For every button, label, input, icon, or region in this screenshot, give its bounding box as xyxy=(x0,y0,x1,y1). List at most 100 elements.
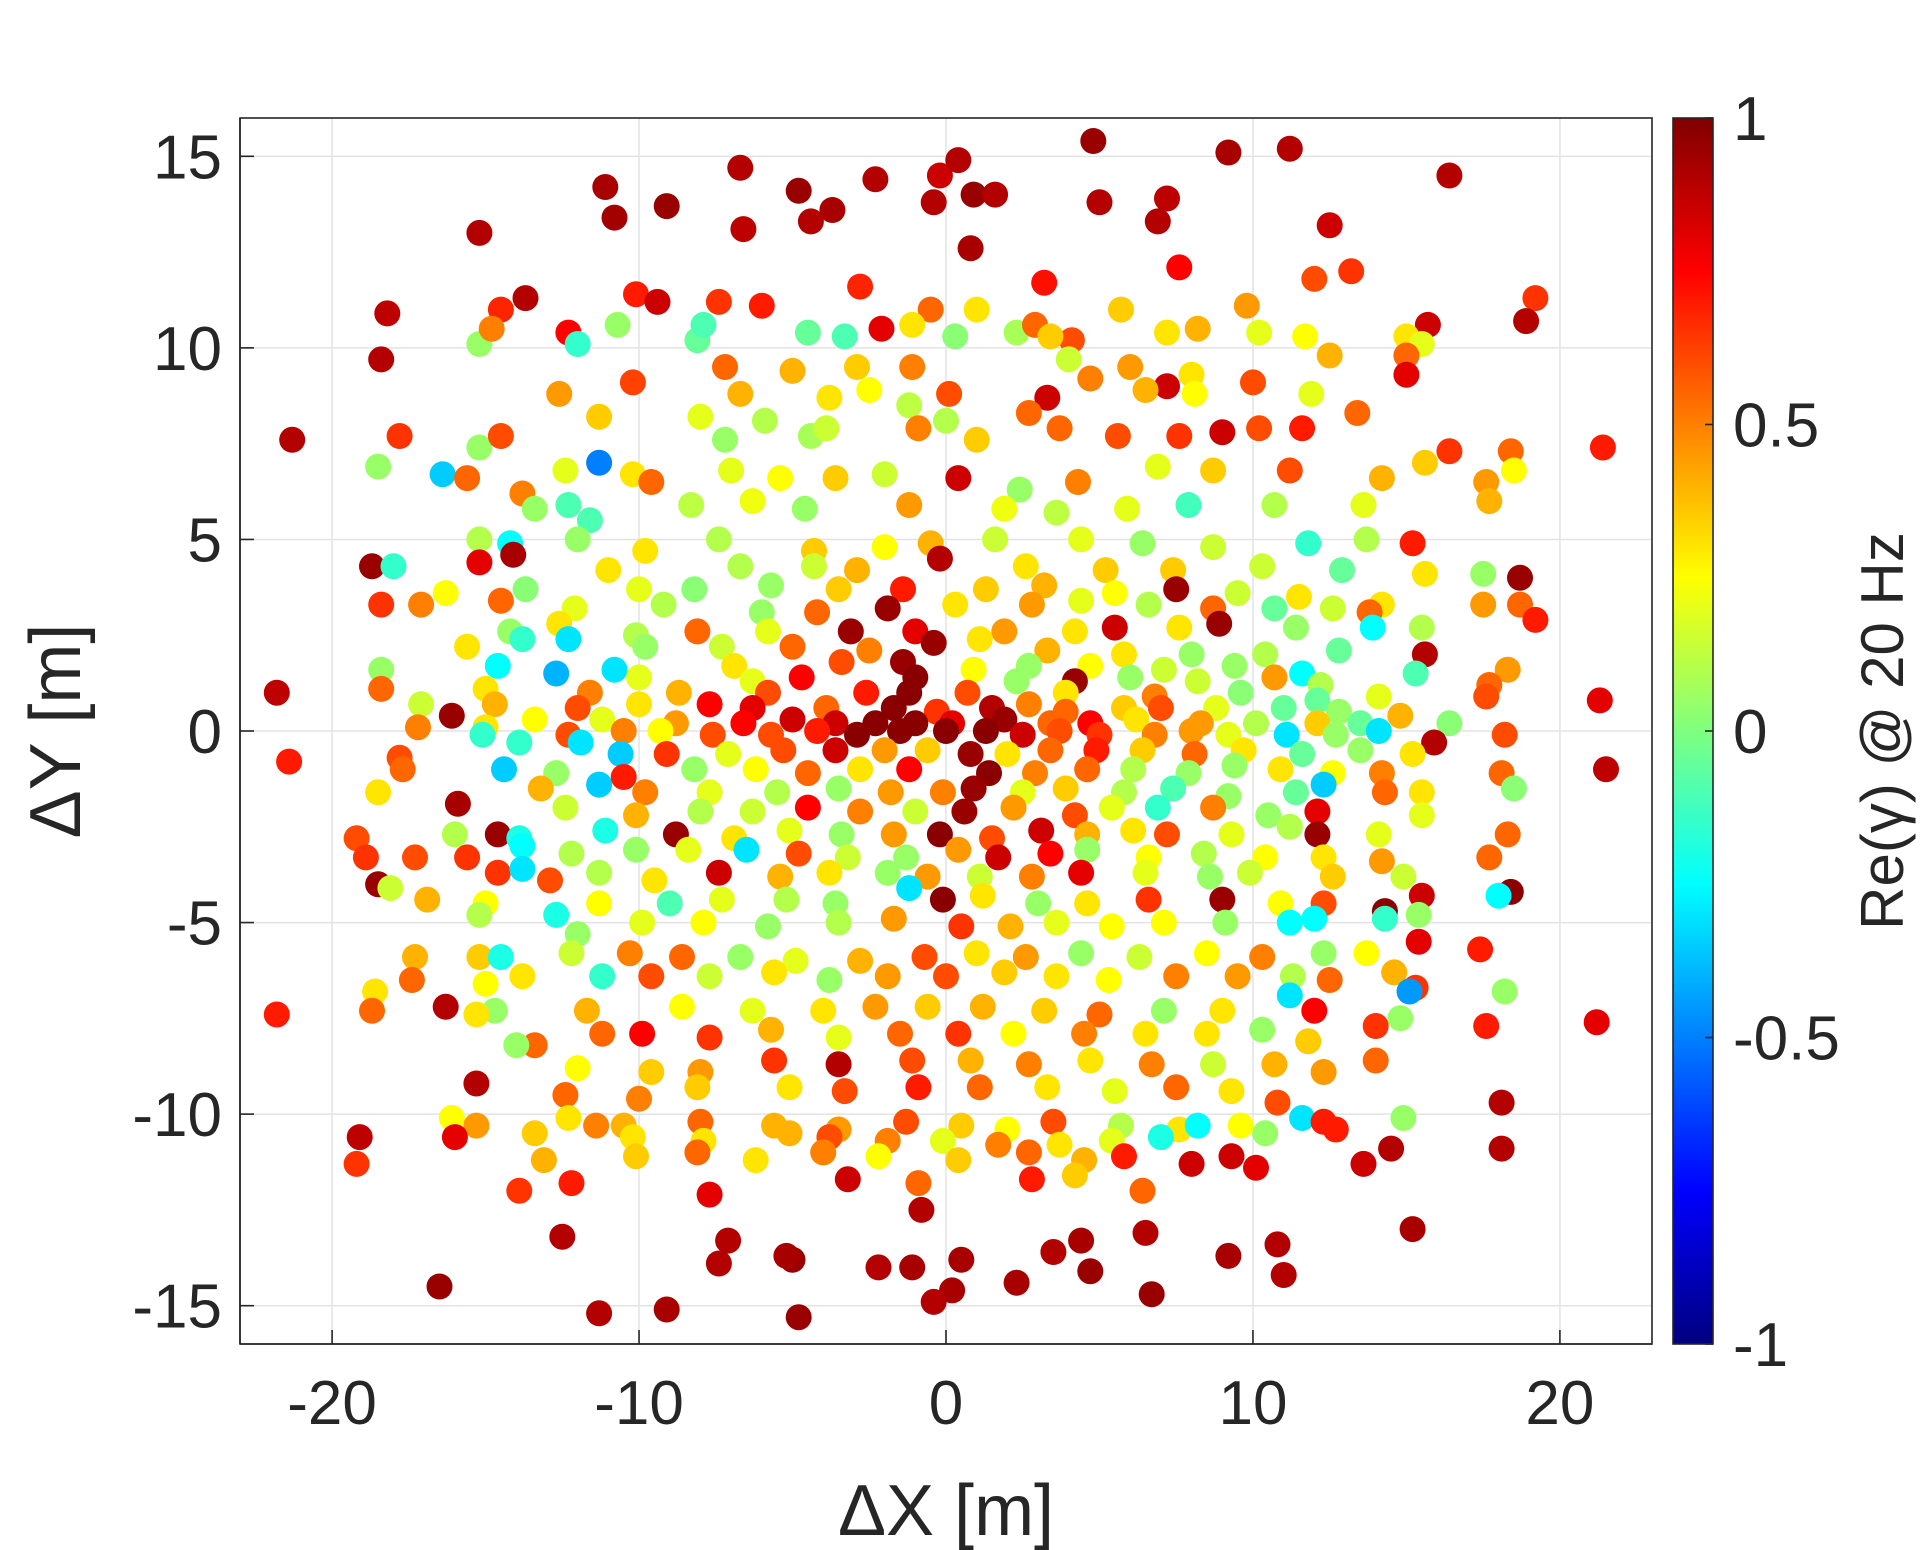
data-point xyxy=(632,779,659,806)
data-point xyxy=(963,940,990,967)
colorbar-ticks: -1 -0.5 0 0.5 1 xyxy=(1705,85,1840,1380)
data-point xyxy=(537,867,563,894)
data-point xyxy=(1135,886,1162,913)
data-point xyxy=(982,526,1009,553)
data-point xyxy=(1301,265,1328,292)
data-point xyxy=(1218,821,1245,848)
data-point xyxy=(592,174,619,200)
data-point xyxy=(441,821,468,848)
data-point xyxy=(1061,802,1088,829)
data-point xyxy=(1396,978,1423,1005)
data-point xyxy=(933,407,959,434)
data-point xyxy=(880,695,907,721)
y-tick-label: -10 xyxy=(132,1081,222,1150)
data-point xyxy=(546,380,573,407)
data-point xyxy=(368,656,395,683)
data-point xyxy=(432,580,459,607)
data-point xyxy=(708,886,735,913)
data-point xyxy=(690,311,717,338)
data-point xyxy=(1473,469,1500,495)
data-point xyxy=(816,859,843,886)
data-point xyxy=(825,1024,852,1051)
data-point xyxy=(1264,1231,1291,1258)
data-point xyxy=(454,465,481,492)
data-point xyxy=(954,679,981,706)
data-point xyxy=(887,718,913,744)
data-point xyxy=(583,1112,610,1139)
data-point xyxy=(512,576,539,603)
data-point xyxy=(1301,997,1328,1024)
x-tick-label: 20 xyxy=(1525,1369,1594,1438)
data-point xyxy=(1586,687,1613,714)
data-point xyxy=(1040,1239,1067,1265)
data-point xyxy=(365,779,392,806)
data-point xyxy=(650,591,677,618)
data-point xyxy=(1095,967,1122,993)
data-point xyxy=(1111,641,1137,668)
data-point xyxy=(890,576,916,603)
data-point xyxy=(549,1223,576,1250)
data-point xyxy=(896,492,923,518)
data-point xyxy=(1068,859,1095,886)
data-point xyxy=(623,1143,649,1170)
data-point xyxy=(564,695,591,721)
data-point xyxy=(696,691,723,718)
data-point xyxy=(1261,664,1288,691)
data-point xyxy=(343,1150,370,1177)
data-point xyxy=(1362,1047,1389,1074)
data-point xyxy=(1034,637,1061,664)
data-point xyxy=(1046,415,1073,442)
data-point xyxy=(377,875,404,902)
colorbar-tick-label: 1 xyxy=(1733,85,1767,154)
data-point xyxy=(1368,848,1395,875)
data-point xyxy=(847,273,874,300)
data-point xyxy=(705,288,732,315)
y-tick-label: -15 xyxy=(132,1273,222,1342)
data-point xyxy=(487,423,514,449)
data-point xyxy=(1473,1013,1500,1039)
data-point xyxy=(1494,821,1521,848)
data-point xyxy=(1046,1131,1073,1158)
data-point xyxy=(761,1047,788,1074)
data-point xyxy=(1009,721,1036,748)
data-point xyxy=(506,1177,533,1204)
data-point xyxy=(586,1300,613,1327)
data-point xyxy=(506,729,533,756)
data-point xyxy=(862,166,889,193)
data-point xyxy=(463,1112,490,1139)
data-point xyxy=(509,626,536,653)
data-point xyxy=(1246,415,1273,442)
data-point xyxy=(966,863,993,890)
data-point xyxy=(1353,526,1380,553)
data-point xyxy=(500,541,527,568)
data-point xyxy=(466,901,493,928)
data-point xyxy=(463,1001,490,1028)
data-point xyxy=(758,572,784,599)
data-point xyxy=(819,197,846,223)
data-point xyxy=(441,1124,468,1151)
data-point xyxy=(1408,614,1435,641)
data-point xyxy=(684,618,711,645)
data-point xyxy=(484,859,511,886)
data-point xyxy=(1292,323,1319,350)
data-point xyxy=(509,963,536,990)
data-point xyxy=(1101,1078,1128,1105)
data-point xyxy=(1193,1020,1220,1047)
data-point xyxy=(558,840,585,867)
data-point xyxy=(813,415,840,442)
data-point xyxy=(960,656,987,683)
data-point xyxy=(868,315,895,342)
data-point xyxy=(727,380,754,407)
data-point xyxy=(1098,913,1125,940)
data-point xyxy=(1132,1219,1159,1246)
data-point xyxy=(487,587,514,614)
data-point xyxy=(804,599,831,626)
data-point xyxy=(638,963,665,990)
data-point xyxy=(1359,614,1386,641)
data-point xyxy=(362,978,389,1005)
data-point xyxy=(966,626,993,653)
data-point xyxy=(828,821,855,848)
data-point xyxy=(576,507,603,534)
data-point xyxy=(521,1120,548,1147)
